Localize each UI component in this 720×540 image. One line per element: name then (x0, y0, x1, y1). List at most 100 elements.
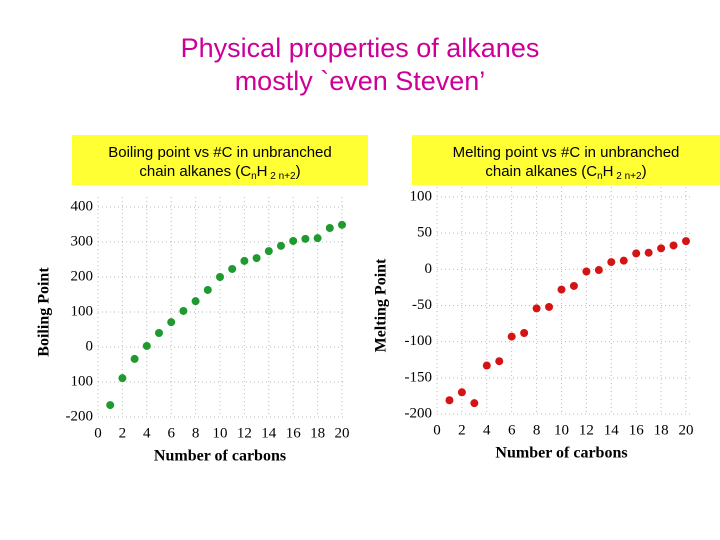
data-point (619, 256, 628, 265)
title-line: mostly `even Steven’ (234, 66, 486, 96)
x-tick-label: 14 (604, 422, 620, 438)
title-part: 2 n+2 (267, 171, 296, 182)
data-point (557, 285, 566, 294)
data-point (657, 244, 666, 253)
y-tick-label: 300 (71, 233, 94, 249)
title-part: chain alkanes (C (139, 163, 252, 180)
data-point (130, 354, 139, 363)
chart-title: Melting point vs #C in unbranched chain a… (412, 135, 720, 185)
data-point (644, 248, 653, 257)
y-tick-label: -200 (66, 408, 94, 424)
title-part: H (602, 163, 614, 180)
x-tick-label: 14 (261, 425, 277, 441)
data-point (179, 306, 188, 315)
title-part: ) (295, 163, 301, 180)
data-point (289, 236, 298, 245)
data-point (582, 267, 591, 276)
data-point (203, 285, 212, 294)
data-point (277, 241, 285, 250)
data-point (569, 281, 578, 290)
title-part: 2 n+2 (613, 171, 642, 182)
data-point (507, 332, 516, 341)
y-tick-label: -150 (405, 369, 433, 385)
data-point (607, 258, 616, 267)
x-tick-label: 18 (654, 422, 669, 438)
data-point (632, 249, 641, 258)
data-point (106, 401, 115, 410)
x-tick-label: 4 (143, 425, 151, 441)
x-tick-label: 10 (554, 422, 569, 438)
data-point (155, 329, 163, 337)
data-point (313, 234, 322, 243)
title-line: Physical properties of alkanes (180, 33, 540, 63)
x-tick-label: 16 (629, 422, 645, 438)
x-axis-label: Number of carbons (495, 445, 627, 462)
y-tick-label: 100 (71, 373, 94, 389)
x-tick-label: 2 (458, 422, 466, 438)
y-tick-label: 0 (425, 261, 433, 277)
y-tick-label: -50 (412, 297, 432, 313)
x-tick-label: 20 (679, 422, 694, 438)
data-point (545, 302, 554, 311)
x-tick-label: 20 (335, 425, 350, 441)
data-point (216, 273, 224, 281)
data-point (482, 361, 491, 370)
title-line: Melting point vs #C in unbranched (412, 143, 720, 162)
data-point (191, 297, 200, 306)
title-part: Melting point vs #C in unbranched (452, 144, 680, 161)
title-part: ) (641, 163, 647, 180)
y-tick-label: 400 (71, 198, 94, 214)
data-point (167, 318, 176, 327)
y-axis-label: Melting Point (373, 258, 390, 352)
x-tick-label: 8 (533, 422, 541, 438)
x-axis-label: Number of carbons (154, 448, 286, 465)
data-point (325, 224, 334, 232)
data-point (445, 396, 454, 405)
title-line: Boiling point vs #C in unbranched (72, 143, 368, 162)
y-tick-label: 100 (71, 303, 94, 319)
y-tick-label: 100 (410, 188, 433, 204)
data-point (118, 374, 127, 383)
x-tick-label: 12 (579, 422, 594, 438)
title-part: chain alkanes (C (485, 163, 598, 180)
y-tick-label: -100 (405, 333, 433, 349)
slide-title: Physical properties of alkanes mostly `e… (0, 32, 720, 98)
x-tick-label: 0 (433, 422, 441, 438)
y-axis-label: Boiling Point (36, 267, 53, 357)
title-part: n (251, 171, 257, 182)
y-tick-label: 0 (86, 338, 94, 354)
data-point (470, 399, 479, 408)
data-point (682, 237, 690, 246)
data-point (495, 357, 504, 366)
data-point (520, 328, 529, 337)
x-tick-label: 16 (286, 425, 302, 441)
x-tick-label: 6 (167, 425, 175, 441)
title-part: Boiling point vs #C in unbranched (108, 144, 332, 161)
data-point (142, 341, 151, 350)
data-point (240, 256, 249, 265)
x-tick-label: 18 (310, 425, 325, 441)
data-point (252, 254, 261, 263)
data-point (264, 247, 273, 256)
x-tick-label: 10 (213, 425, 228, 441)
x-tick-label: 12 (237, 425, 252, 441)
data-point (532, 304, 541, 313)
data-point (228, 264, 237, 273)
title-part: n (597, 171, 603, 182)
x-tick-label: 6 (508, 422, 516, 438)
data-point (594, 266, 603, 275)
title-part: H (256, 163, 268, 180)
chart-title: Boiling point vs #C in unbranched chain a… (72, 135, 368, 185)
x-tick-label: 0 (94, 425, 102, 441)
y-tick-label: 200 (71, 268, 94, 284)
x-tick-label: 8 (192, 425, 200, 441)
title-line: chain alkanes (CnH 2 n+2) (412, 162, 720, 186)
y-tick-label: -200 (405, 405, 433, 421)
title-line: chain alkanes (CnH 2 n+2) (72, 162, 368, 186)
data-point (338, 220, 346, 229)
data-point (669, 241, 678, 250)
data-point (457, 388, 466, 397)
y-tick-label: 50 (417, 225, 432, 241)
